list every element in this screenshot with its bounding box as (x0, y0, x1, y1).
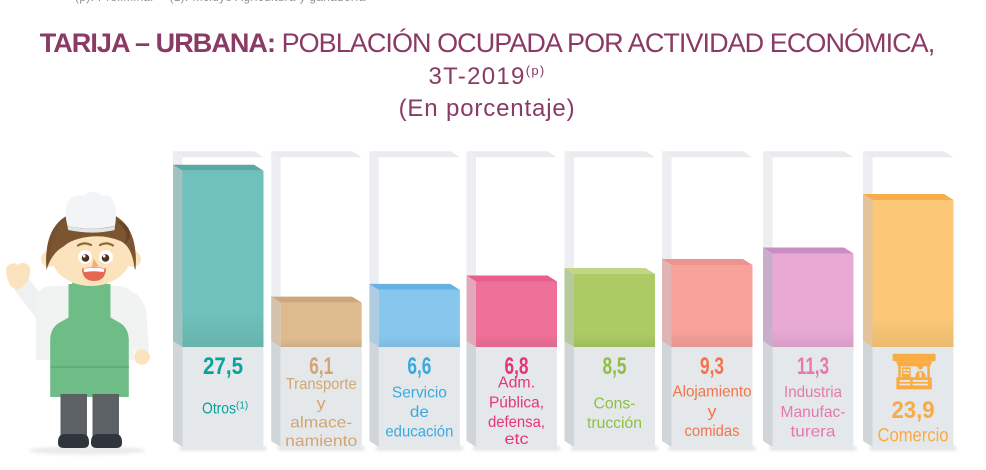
svg-text:9,3: 9,3 (700, 353, 724, 380)
svg-text:defensa,: defensa, (488, 414, 545, 431)
svg-text:de: de (410, 404, 429, 421)
svg-text:6,1: 6,1 (309, 353, 333, 380)
svg-text:Transporte: Transporte (286, 376, 357, 393)
svg-text:Cons-: Cons- (594, 396, 636, 413)
svg-text:Adm.: Adm. (498, 375, 535, 392)
svg-text:Alojamiento: Alojamiento (673, 384, 752, 401)
svg-text:Pública,: Pública, (489, 395, 544, 412)
svg-text:educación: educación (385, 424, 453, 441)
svg-text:Servicio: Servicio (392, 385, 447, 402)
svg-text:turera: turera (791, 424, 836, 441)
svg-text:6,6: 6,6 (407, 353, 431, 380)
svg-text:y: y (708, 404, 717, 421)
svg-text:(1): (1) (236, 401, 248, 412)
svg-text:Manufac-: Manufac- (781, 404, 846, 421)
svg-text:Otros: Otros (202, 401, 236, 418)
svg-text:Industria: Industria (784, 384, 842, 401)
svg-text:almace-: almace- (290, 415, 352, 432)
svg-text:namiento: namiento (285, 433, 357, 450)
svg-text:8,5: 8,5 (603, 353, 627, 380)
svg-text:23,9: 23,9 (892, 397, 935, 424)
svg-text:27,5: 27,5 (203, 353, 243, 380)
svg-text:y: y (317, 395, 326, 412)
svg-text:comidas: comidas (685, 423, 740, 440)
svg-text:trucción: trucción (587, 415, 642, 432)
svg-text:etc: etc (505, 431, 529, 448)
svg-text:Comercio: Comercio (878, 424, 949, 446)
svg-text:6,8: 6,8 (505, 353, 529, 380)
svg-text:11,3: 11,3 (797, 353, 829, 380)
